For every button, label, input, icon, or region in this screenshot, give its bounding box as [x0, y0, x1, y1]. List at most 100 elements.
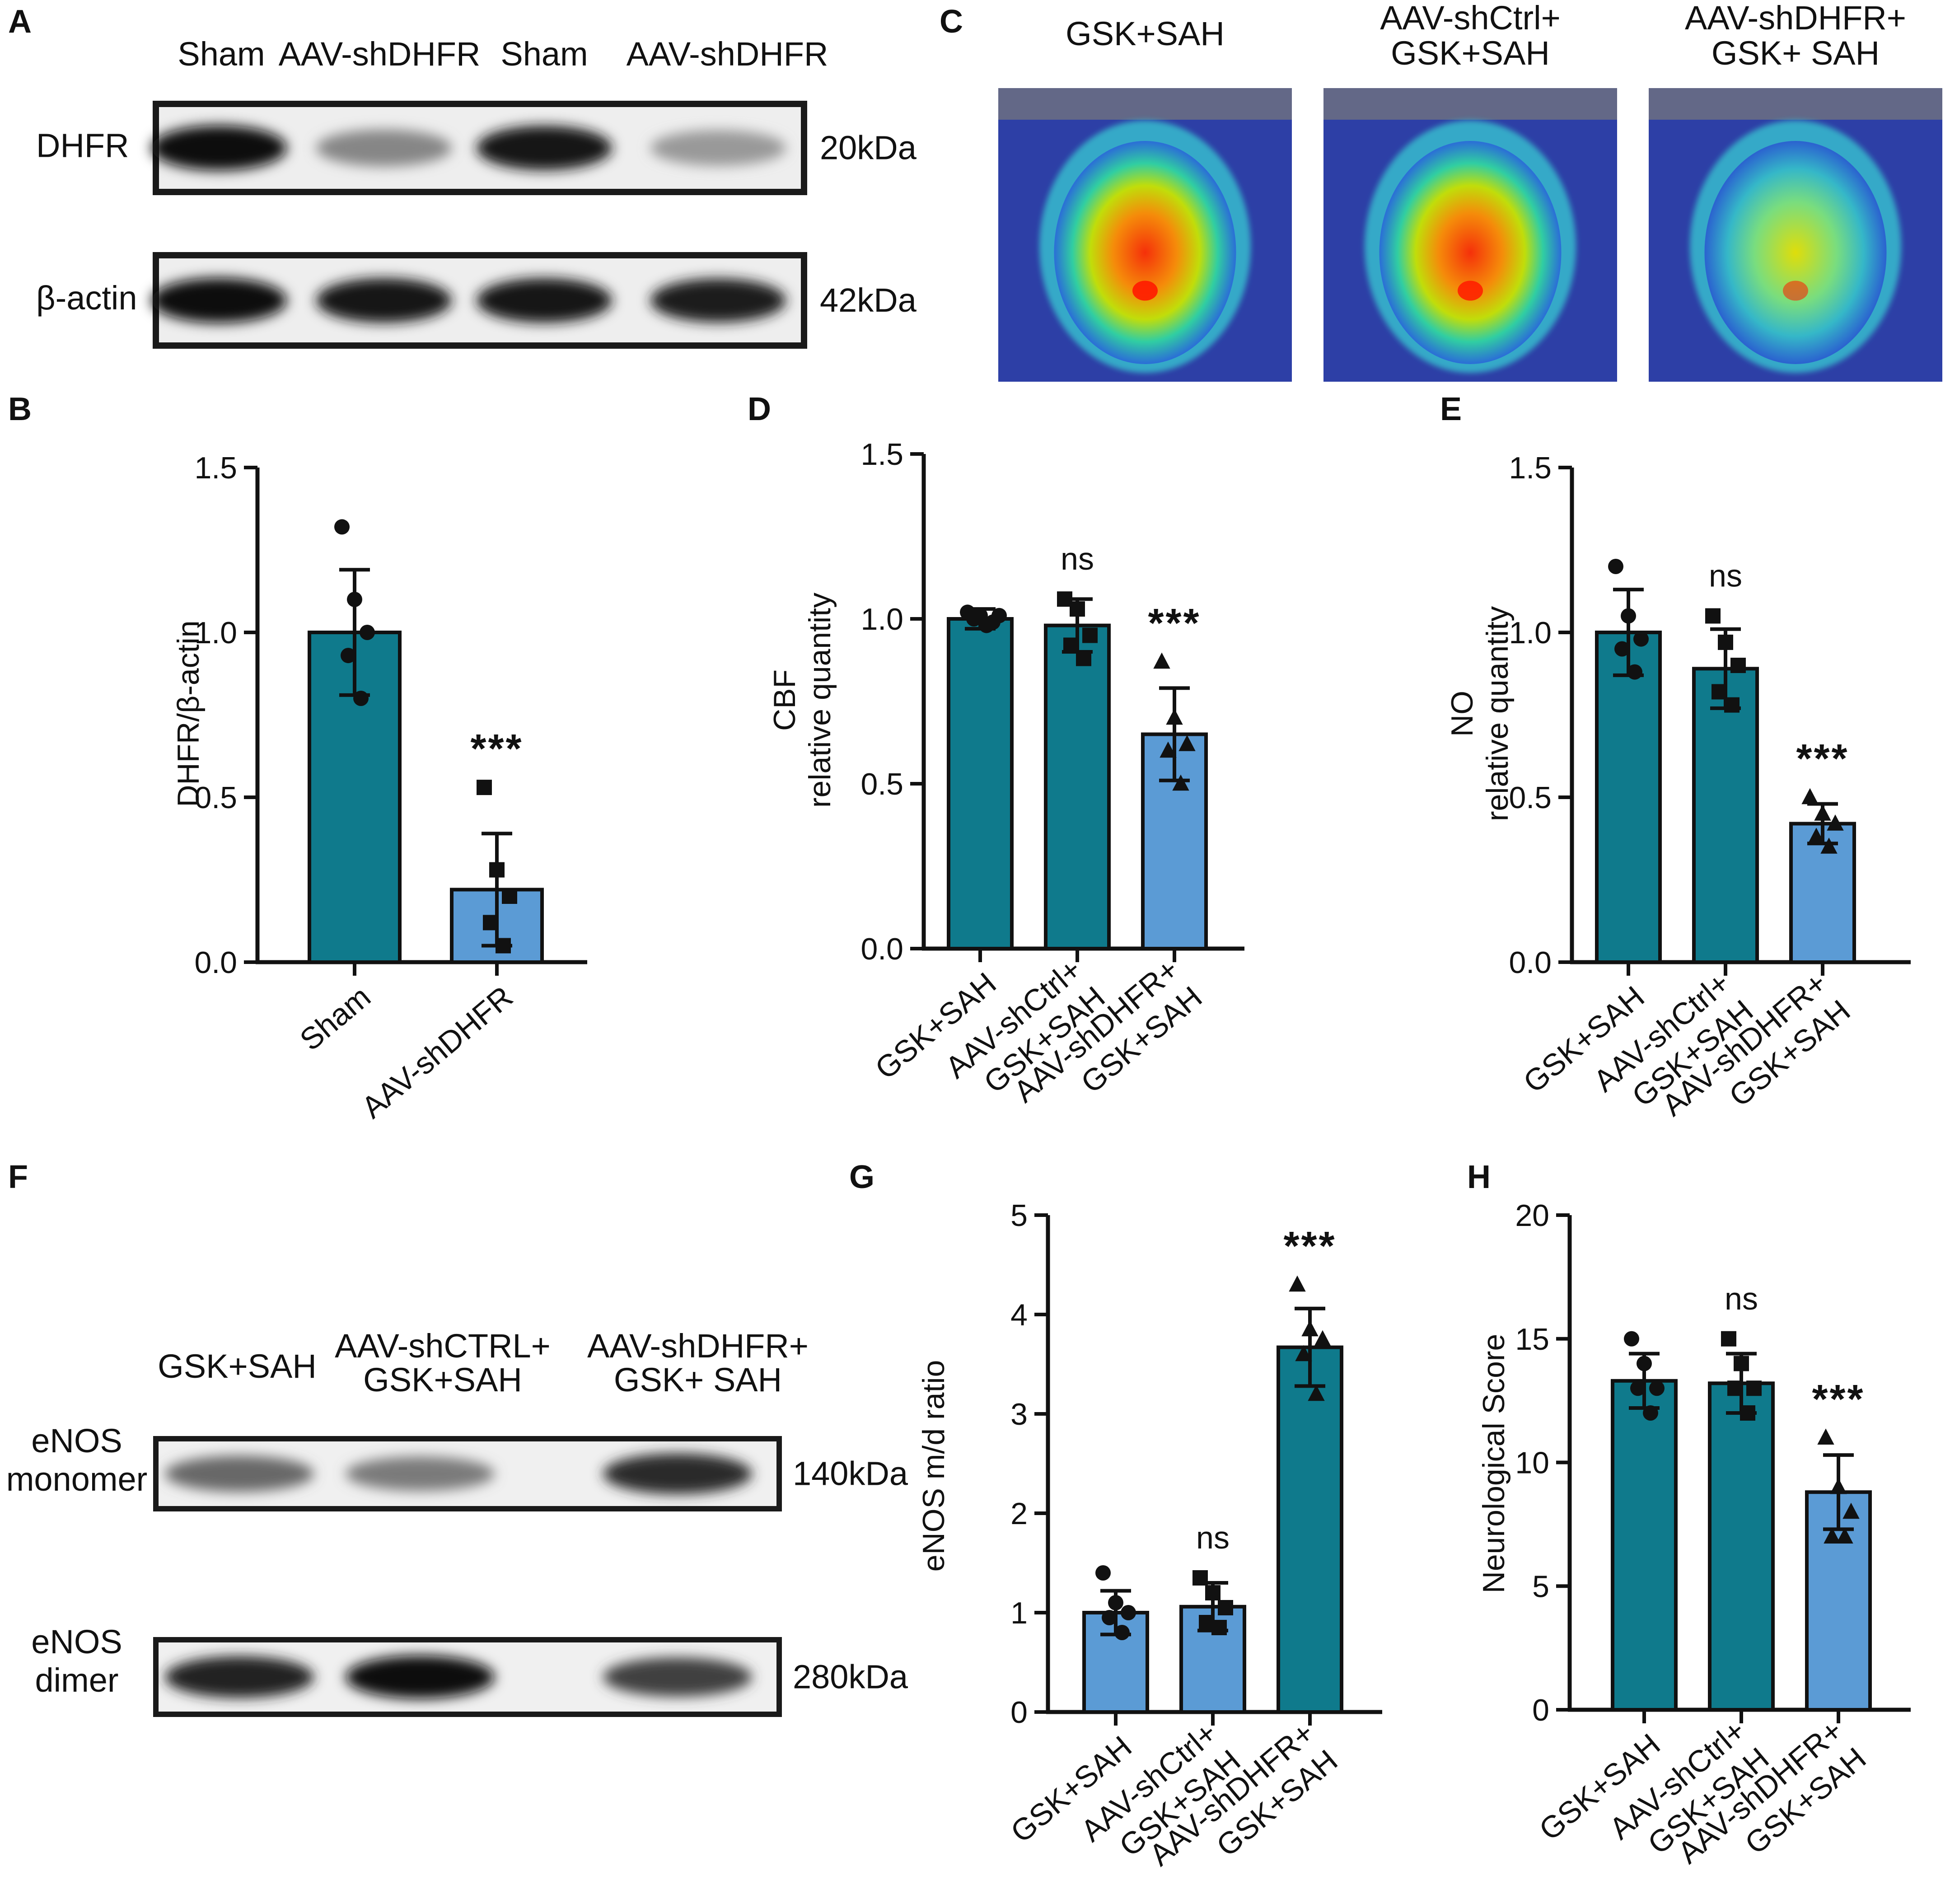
blot-band — [316, 278, 452, 323]
blot-band — [650, 130, 786, 166]
y-tick-label: 3 — [1010, 1397, 1028, 1432]
blot-band — [316, 129, 452, 167]
data-point-square — [1218, 1600, 1233, 1615]
data-point-triangle — [1801, 788, 1819, 805]
data-point-circle — [341, 648, 356, 664]
data-point-square — [1734, 1356, 1749, 1371]
data-point-circle — [347, 592, 362, 607]
data-point-square — [1740, 1405, 1755, 1421]
y-tick-label: 0 — [1532, 1693, 1549, 1727]
panel-c-perfusion-images: GSK+SAH AAV-shCtrl+GSK+SAHAAV-shDHFR+GSK+… — [998, 0, 1942, 382]
chart-panel-e: 0.00.51.01.5NO relative quantityGSK+SAHns… — [1445, 451, 1911, 1123]
lane-label: GSK+SAH — [363, 1361, 522, 1399]
data-point-square — [1192, 1570, 1208, 1586]
panel-letter-c: C — [940, 4, 963, 40]
bar — [1277, 1345, 1343, 1714]
data-point-circle — [1108, 1595, 1123, 1610]
data-point-square — [1718, 634, 1733, 650]
perfusion-background-top — [1323, 88, 1617, 120]
data-point-circle — [1102, 1610, 1117, 1625]
lane-label: AAV-shDHFR — [279, 35, 481, 73]
y-axis-title-text: eNOS m/d ratio — [917, 1360, 951, 1572]
data-point-square — [1211, 1620, 1227, 1635]
lane-label: Sham — [178, 35, 265, 73]
data-point-triangle — [1166, 708, 1183, 725]
lane-label: Sham — [500, 35, 588, 73]
y-tick-label: 20 — [1515, 1198, 1549, 1233]
blot-band — [650, 278, 786, 323]
data-point-square — [489, 862, 505, 878]
y-axis-title: CBF relative quantity — [767, 593, 837, 808]
panel-letter-d: D — [748, 391, 771, 427]
y-tick-label: 5 — [1010, 1198, 1028, 1233]
data-point-circle — [1114, 1625, 1130, 1640]
data-point-triangle — [1153, 652, 1170, 669]
data-point-triangle — [1289, 1275, 1306, 1292]
y-tick-label: 0.5 — [194, 781, 237, 815]
x-tick-label: Sham — [294, 979, 377, 1057]
significance-label: *** — [1283, 1224, 1336, 1269]
ns-label: ns — [1061, 541, 1094, 576]
blot-band — [165, 1656, 314, 1698]
x-tick-label: AAV-shDHFR — [355, 979, 519, 1125]
blot-protein-label: β-actin — [36, 279, 137, 317]
y-tick-label: 1.5 — [194, 451, 237, 485]
significance-label: *** — [470, 726, 523, 772]
data-point-square — [1082, 627, 1098, 643]
panel-letter-h: H — [1467, 1159, 1491, 1195]
data-point-square — [483, 915, 498, 931]
data-point-circle — [966, 611, 982, 627]
data-point-square — [1746, 1380, 1762, 1396]
data-point-square — [1724, 697, 1740, 713]
y-axis-title: Neurological Score — [1477, 1334, 1511, 1594]
y-axis-title-text: Neurological Score — [1477, 1334, 1511, 1594]
y-axis-title-line: relative quantity — [1480, 606, 1515, 821]
blot-protein-label: dimer — [35, 1661, 118, 1699]
brain-perfusion — [1379, 141, 1562, 364]
y-tick-label: 1 — [1010, 1596, 1028, 1630]
data-point-square — [1712, 684, 1727, 700]
data-point-triangle — [1808, 828, 1825, 844]
blot-protein-label: eNOS — [31, 1422, 122, 1460]
blot-band — [603, 1657, 752, 1697]
lane-label: AAV-shDHFR+ — [587, 1327, 809, 1365]
blot-size-label: 20kDa — [820, 129, 917, 167]
data-point-square — [1063, 637, 1079, 653]
perfusion-label: AAV-shDHFR+ — [1685, 0, 1906, 37]
blot-size-label: 140kDa — [793, 1455, 908, 1492]
data-point-square — [1205, 1585, 1221, 1600]
y-tick-label: 0.0 — [860, 932, 903, 966]
data-point-triangle — [1308, 1385, 1325, 1401]
perfusion-background-top — [998, 88, 1292, 120]
data-point-triangle — [1178, 735, 1196, 751]
data-point-circle — [1608, 559, 1623, 574]
data-point-circle — [1633, 631, 1649, 647]
brain-perfusion — [1054, 141, 1236, 364]
data-point-circle — [1614, 641, 1630, 657]
y-tick-label: 1.5 — [1509, 451, 1552, 485]
blot-band — [477, 278, 612, 323]
panel-letter-g: G — [849, 1159, 874, 1195]
y-axis-title-line: relative quantity — [803, 593, 837, 808]
bar — [1595, 631, 1662, 964]
y-axis-title: NO relative quantity — [1445, 606, 1515, 821]
perfusion-label: AAV-shCtrl+ — [1380, 0, 1561, 37]
data-point-circle — [1621, 608, 1636, 624]
x-tick-label-line: Sham — [294, 979, 377, 1057]
data-point-circle — [1637, 1356, 1652, 1371]
panel-letter-a: A — [8, 4, 32, 40]
y-tick-label: 1.0 — [1509, 616, 1552, 650]
panel-f-western-blot: GSK+SAHAAV-shCTRL+GSK+SAHAAV-shDHFR+GSK+… — [6, 1327, 908, 1717]
lane-label: AAV-shCTRL+ — [335, 1327, 551, 1365]
panel-letter-f: F — [8, 1159, 28, 1195]
bar-charts: 0.0 0.5 1.0 1.5 DHFR/β-actin Sham *** AAV-shDHF… — [171, 437, 1911, 1872]
significance-label: *** — [1148, 601, 1201, 646]
y-tick-label: 1.5 — [860, 437, 903, 472]
perfusion-label: GSK+SAH — [1066, 15, 1225, 52]
data-point-square — [502, 889, 517, 904]
blot-band — [151, 125, 287, 171]
blot-size-label: 42kDa — [820, 281, 917, 319]
y-axis-title-line: NO — [1445, 691, 1479, 737]
